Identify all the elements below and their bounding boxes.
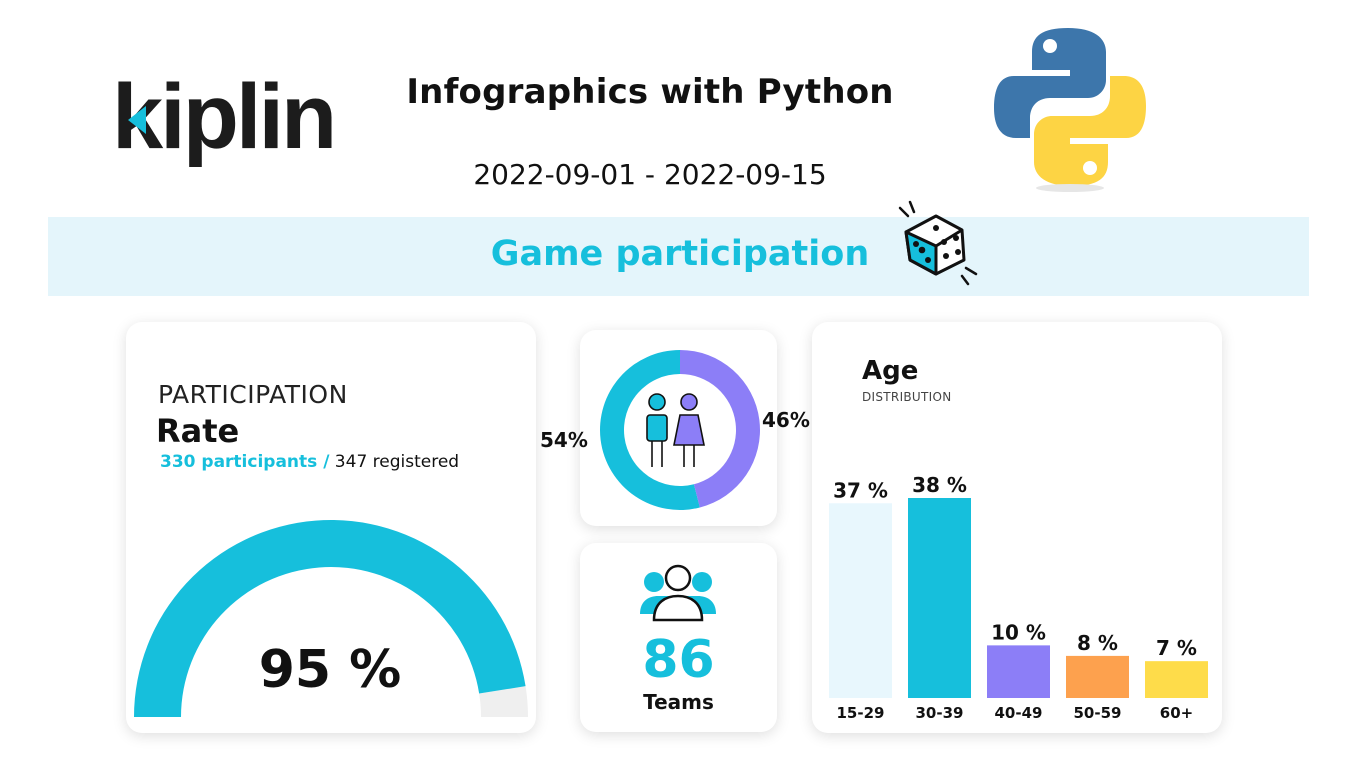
- age-bar-30-39: [908, 498, 971, 698]
- participants-count: 330 participants /: [160, 452, 330, 472]
- age-category-label: 40-49: [995, 704, 1043, 722]
- age-bar-15-29: [829, 503, 892, 698]
- age-category-label: 30-39: [916, 704, 964, 722]
- gender-right-percent: 46%: [762, 408, 810, 432]
- gender-donut: [600, 350, 760, 510]
- teams-count: 86: [642, 630, 715, 690]
- age-bar-value-label: 38 %: [912, 473, 967, 497]
- male-female-icon: [646, 393, 705, 467]
- age-chart-title: Age: [862, 356, 919, 386]
- dice-icon: [898, 200, 978, 286]
- age-bar-chart: 37 % 15-29 38 % 30-39 10 % 40-49 8 % 50-59 7 % 60…: [829, 473, 1208, 722]
- section-band: [48, 217, 1309, 296]
- age-bar-50-59: [1066, 655, 1129, 698]
- age-bar-40-49: [987, 645, 1050, 698]
- date-range: 2022-09-01 - 2022-09-15: [473, 158, 827, 191]
- participation-kicker: PARTICIPATION: [158, 380, 348, 409]
- kiplin-logo-text: kiplin: [112, 70, 334, 168]
- page-title: Infographics with Python: [406, 72, 894, 112]
- age-chart-subtitle: DISTRIBUTION: [862, 390, 952, 404]
- participation-gauge: [134, 520, 528, 717]
- age-category-label: 50-59: [1074, 704, 1122, 722]
- kiplin-logo-accent: [128, 106, 146, 134]
- team-group-icon: [640, 564, 716, 622]
- age-category-label: 15-29: [837, 704, 885, 722]
- age-bar-value-label: 7 %: [1156, 636, 1197, 660]
- kiplin-logo: kiplin: [112, 70, 337, 168]
- gauge-fill: [134, 520, 526, 717]
- age-bar-60+: [1145, 661, 1208, 698]
- teams-label: Teams: [643, 690, 714, 714]
- participation-rate-value: 95 %: [258, 640, 402, 700]
- donut-slice-male: [600, 350, 700, 510]
- participation-subtitle: 330 participants / 347 registered: [160, 452, 459, 472]
- age-category-label: 60+: [1160, 704, 1193, 722]
- age-bar-value-label: 10 %: [991, 620, 1046, 644]
- age-bar-value-label: 37 %: [833, 478, 888, 502]
- python-logo-icon: [994, 28, 1146, 192]
- gauge-track: [479, 686, 528, 717]
- section-title: Game participation: [490, 234, 870, 274]
- participation-title: Rate: [156, 412, 240, 450]
- registered-count: 347 registered: [329, 452, 460, 472]
- gender-left-percent: 54%: [540, 428, 588, 452]
- donut-slice-female: [680, 350, 760, 508]
- age-bar-value-label: 8 %: [1077, 631, 1118, 655]
